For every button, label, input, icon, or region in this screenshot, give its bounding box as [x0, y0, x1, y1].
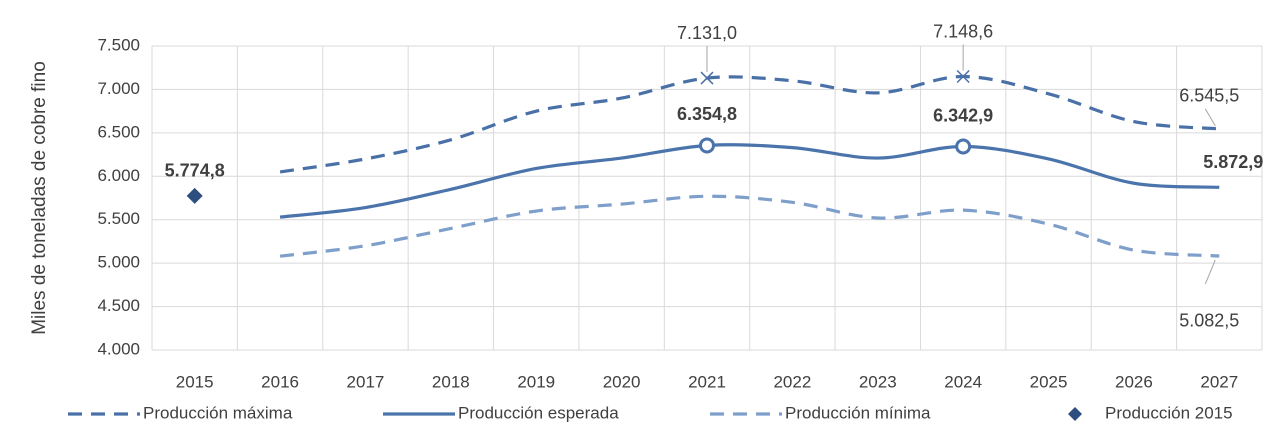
legend-label: Producción esperada	[458, 403, 619, 422]
x-tick-label: 2024	[944, 372, 982, 391]
y-tick-label: 5.500	[97, 209, 140, 228]
x-tick-label: 2020	[603, 372, 641, 391]
value-label: 5.774,8	[165, 161, 225, 181]
value-label: 6.354,8	[677, 104, 737, 124]
value-label: 7.148,6	[933, 21, 993, 41]
value-label: 5.872,9	[1203, 152, 1263, 172]
x-tick-label: 2023	[859, 372, 897, 391]
series-line	[279, 143, 1220, 219]
series-line	[279, 194, 1220, 258]
series-line	[279, 74, 1220, 174]
value-label: 6.545,5	[1179, 86, 1239, 106]
x-tick-label: 2019	[517, 372, 555, 391]
x-tick-label: 2016	[261, 372, 299, 391]
marker-circle	[699, 137, 715, 154]
x-tick-label: 2025	[1030, 372, 1068, 391]
value-label: 7.131,0	[677, 23, 737, 43]
x-tick-label: 2017	[347, 372, 385, 391]
y-axis-label: Miles de toneladas de cobre fino	[29, 61, 50, 335]
legend-label: Producción máxima	[143, 403, 293, 422]
x-tick-label: 2015	[176, 372, 214, 391]
legend-label: Producción mínima	[785, 403, 931, 422]
y-tick-label: 4.000	[97, 339, 140, 358]
marker-x	[700, 71, 714, 85]
y-tick-label: 7.500	[97, 35, 140, 54]
value-label: 6.342,9	[933, 105, 993, 125]
y-tick-label: 6.500	[97, 122, 140, 141]
legend-label: Producción 2015	[1105, 403, 1233, 422]
marker-circle	[955, 138, 972, 155]
x-tick-label: 2022	[773, 372, 811, 391]
leader-line	[1204, 108, 1216, 127]
marker-diamond	[186, 187, 203, 204]
value-label: 5.082,5	[1179, 311, 1239, 331]
x-tick-label: 2018	[432, 372, 470, 391]
x-tick-label: 2027	[1200, 372, 1238, 391]
x-tick-label: 2026	[1115, 372, 1153, 391]
leader-line	[1204, 259, 1216, 285]
y-tick-label: 4.500	[97, 296, 140, 315]
y-tick-label: 6.000	[97, 166, 140, 185]
y-tick-label: 5.000	[97, 253, 140, 272]
legend-marker	[1068, 407, 1082, 421]
y-tick-label: 7.000	[97, 79, 140, 98]
marker-x	[956, 69, 970, 84]
x-tick-label: 2021	[688, 372, 726, 391]
